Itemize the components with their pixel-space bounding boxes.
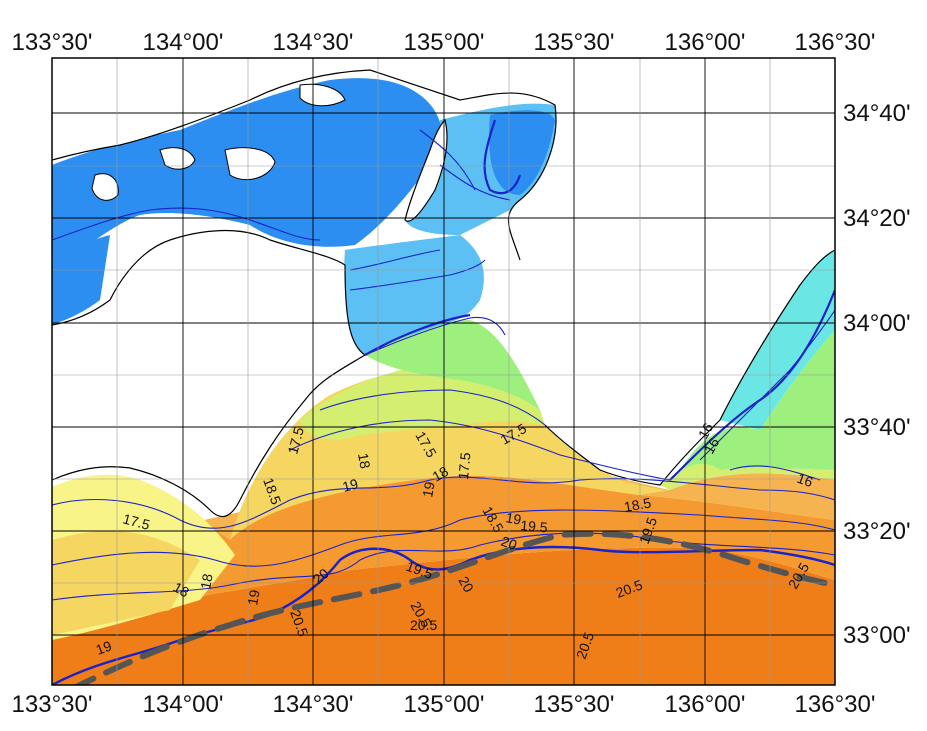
isotherm-osaka-thick	[483, 119, 522, 195]
x-tick-label: 134°30'	[273, 691, 354, 718]
x-axis-top: 133°30' 134°00' 134°30' 135°00' 135°30' …	[12, 29, 876, 56]
y-axis-right: 34°40' 34°20' 34°00' 33°40' 33°20' 33°00…	[843, 100, 911, 649]
land-honshu-north	[508, 58, 835, 370]
y-tick-label: 33°40'	[843, 414, 911, 441]
x-tick-label: 136°00'	[665, 29, 746, 56]
contour-label: 20	[499, 533, 519, 553]
sea-osaka-inner	[489, 110, 555, 195]
kuroshio-axis	[73, 530, 835, 685]
contour-label: 19	[504, 509, 522, 527]
x-tick-label: 133°30'	[12, 29, 93, 56]
contour-label: 18	[430, 463, 452, 485]
sea-light-blue-channel	[343, 235, 484, 355]
minor-grid	[52, 58, 835, 685]
coastlines	[52, 69, 835, 518]
contour-label: 16	[701, 435, 723, 457]
contour-label: 20	[455, 574, 477, 596]
land-kii	[545, 240, 835, 485]
x-tick-label: 136°30'	[795, 691, 876, 718]
land-awaji	[405, 120, 447, 222]
contour-label: 16	[795, 470, 815, 490]
contour-label: 19.5	[520, 517, 549, 535]
contour-label: 17.5	[121, 510, 152, 533]
isotherm-kii-thick	[364, 313, 471, 356]
contour-label: 18.5	[623, 494, 653, 515]
contour-label: 20.5	[410, 617, 437, 633]
contour-label: 19	[341, 475, 360, 495]
land-island-3	[91, 173, 119, 201]
sea-cyan-east	[720, 250, 835, 430]
x-axis-bottom: 133°30' 134°00' 134°30' 135°00' 135°30' …	[12, 691, 876, 718]
sea-seto-west	[52, 235, 110, 325]
grid	[52, 58, 835, 685]
x-tick-label: 133°30'	[12, 691, 93, 718]
y-tick-label: 33°20'	[843, 518, 911, 545]
x-tick-label: 135°00'	[404, 691, 485, 718]
contour-label: 18	[355, 452, 373, 470]
land-island-4	[299, 83, 346, 107]
contour-label: 18	[197, 572, 215, 590]
contour-label: 17.5	[284, 425, 307, 456]
contour-label: 19	[244, 588, 262, 606]
land-shikoku	[52, 229, 365, 517]
x-tick-label: 135°30'	[534, 691, 615, 718]
contour-label: 16	[695, 420, 717, 442]
isotherm-east-thick	[669, 289, 835, 481]
y-tick-label: 34°00'	[843, 310, 911, 337]
x-tick-label: 136°00'	[665, 691, 746, 718]
land-island-1	[159, 147, 196, 170]
y-tick-label: 33°00'	[843, 622, 911, 649]
land-island-2	[224, 147, 276, 180]
map-frame	[51, 57, 836, 686]
contour-label: 19	[419, 480, 437, 498]
x-tick-label: 134°00'	[143, 691, 224, 718]
contour-label: 18	[171, 579, 193, 601]
contour-label: 17.5	[455, 452, 473, 481]
contour-label: 19	[94, 637, 114, 657]
x-tick-label: 135°30'	[534, 29, 615, 56]
y-tick-label: 34°20'	[843, 205, 911, 232]
land-chugoku	[52, 58, 555, 160]
sea-light-green-kii	[365, 320, 540, 410]
x-tick-label: 135°00'	[404, 29, 485, 56]
x-tick-label: 136°30'	[795, 29, 876, 56]
sea-green-east-coast	[660, 463, 835, 490]
sea-light-green-east	[680, 330, 835, 470]
x-tick-label: 134°00'	[143, 29, 224, 56]
x-tick-label: 134°30'	[273, 29, 354, 56]
y-tick-label: 34°40'	[843, 100, 911, 127]
